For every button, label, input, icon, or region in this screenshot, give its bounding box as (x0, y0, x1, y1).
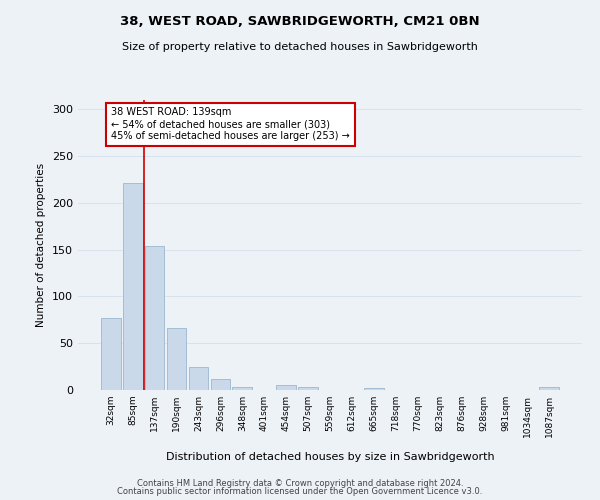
Bar (232, 387, 252, 390)
Y-axis label: Number of detached properties: Number of detached properties (37, 163, 46, 327)
Bar (101, 318, 121, 390)
Text: Distribution of detached houses by size in Sawbridgeworth: Distribution of detached houses by size … (166, 452, 494, 462)
Bar (364, 388, 384, 390)
Text: Size of property relative to detached houses in Sawbridgeworth: Size of property relative to detached ho… (122, 42, 478, 52)
Bar (539, 387, 559, 390)
Bar (167, 328, 187, 390)
Text: 38 WEST ROAD: 139sqm
← 54% of detached houses are smaller (303)
45% of semi-deta: 38 WEST ROAD: 139sqm ← 54% of detached h… (111, 108, 350, 140)
Bar (298, 387, 318, 390)
Bar (123, 184, 143, 390)
Bar (276, 386, 296, 390)
Text: Contains HM Land Registry data © Crown copyright and database right 2024.: Contains HM Land Registry data © Crown c… (137, 478, 463, 488)
Text: 38, WEST ROAD, SAWBRIDGEWORTH, CM21 0BN: 38, WEST ROAD, SAWBRIDGEWORTH, CM21 0BN (120, 15, 480, 28)
Bar (145, 246, 164, 390)
Bar (188, 366, 208, 390)
Text: Contains public sector information licensed under the Open Government Licence v3: Contains public sector information licen… (118, 487, 482, 496)
Bar (211, 379, 230, 390)
